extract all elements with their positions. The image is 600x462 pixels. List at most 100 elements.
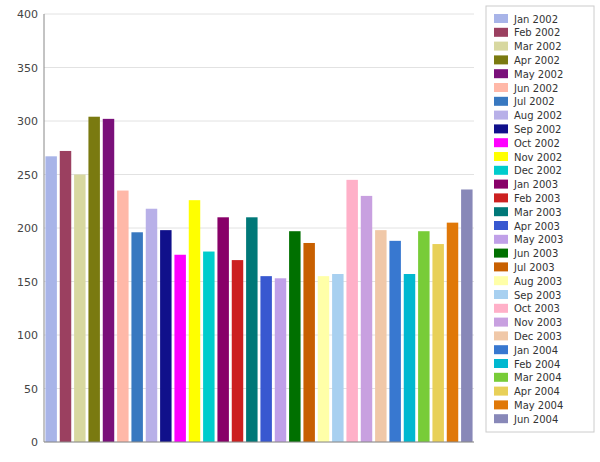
legend-swatch — [494, 180, 508, 189]
bar — [88, 117, 99, 442]
legend-label: May 2003 — [514, 234, 563, 245]
legend-swatch — [494, 304, 508, 313]
legend-swatch — [494, 166, 508, 175]
legend-swatch — [494, 387, 508, 396]
bar — [447, 223, 458, 442]
legend-label: Nov 2003 — [514, 317, 562, 328]
bar — [361, 196, 372, 442]
chart: 0 50 100 150 200 250 300 350 400 Jan 2002 Feb 2002… — [0, 0, 600, 462]
bar — [74, 175, 85, 443]
legend-label: Feb 2004 — [514, 359, 560, 370]
bar — [375, 230, 386, 442]
legend-swatch — [494, 400, 508, 409]
legend-label: Mar 2003 — [514, 207, 562, 218]
legend-swatch — [494, 83, 508, 92]
legend-swatch — [494, 42, 508, 51]
legend-label: Dec 2003 — [514, 331, 562, 342]
legend-label: Jan 2003 — [513, 179, 558, 190]
bar — [103, 119, 114, 442]
legend-swatch — [494, 28, 508, 37]
legend-swatch — [494, 152, 508, 161]
legend-swatch — [494, 276, 508, 285]
legend-swatch — [494, 124, 508, 133]
bars — [45, 117, 472, 442]
legend-swatch — [494, 345, 508, 354]
bar — [232, 260, 243, 442]
legend-label: Mar 2004 — [514, 372, 562, 383]
legend-label: May 2004 — [514, 400, 563, 411]
bar — [461, 189, 472, 442]
bar — [389, 241, 400, 442]
bar — [346, 180, 357, 442]
bar — [117, 191, 128, 442]
y-tick-label: 50 — [24, 383, 38, 396]
legend-label: Aug 2002 — [514, 110, 562, 121]
legend-label: Oct 2002 — [514, 138, 560, 149]
y-tick-label: 200 — [17, 222, 38, 235]
grid-line — [44, 67, 474, 68]
bar — [217, 217, 228, 442]
legend-swatch — [494, 138, 508, 147]
legend-swatch — [494, 249, 508, 258]
y-tick-label: 150 — [17, 276, 38, 289]
bar — [174, 255, 185, 442]
grid-line — [44, 14, 474, 15]
x-axis — [44, 442, 474, 443]
legend-swatch — [494, 69, 508, 78]
legend-label: Feb 2002 — [514, 27, 560, 38]
y-tick-label: 400 — [17, 8, 38, 21]
legend-label: Jun 2004 — [513, 414, 558, 425]
legend-label: Apr 2004 — [514, 386, 560, 397]
legend-label: Sep 2002 — [514, 124, 561, 135]
legend-swatch — [494, 221, 508, 230]
y-tick-label: 250 — [17, 169, 38, 182]
legend-swatch — [494, 414, 508, 423]
legend-label: Jan 2004 — [513, 345, 558, 356]
bar — [332, 274, 343, 442]
bar — [45, 156, 56, 442]
bar — [146, 209, 157, 442]
y-tick-label: 300 — [17, 115, 38, 128]
legend-label: May 2002 — [514, 69, 563, 80]
legend-swatch — [494, 193, 508, 202]
legend-label: Aug 2003 — [514, 276, 562, 287]
bar — [60, 151, 71, 442]
legend-label: Apr 2003 — [514, 221, 560, 232]
legend-label: Jul 2002 — [513, 96, 555, 107]
legend-label: Jun 2003 — [513, 248, 558, 259]
bar — [432, 244, 443, 442]
legend-label: Jan 2002 — [513, 14, 558, 25]
bar — [160, 230, 171, 442]
y-tick-label: 0 — [31, 436, 38, 449]
legend-label: Apr 2002 — [514, 55, 560, 66]
legend-swatch — [494, 262, 508, 271]
legend: Jan 2002 Feb 2002 Mar 2002 Apr 2002 May 2002… — [486, 6, 594, 432]
bar — [275, 278, 286, 442]
bar — [318, 276, 329, 442]
bar — [418, 231, 429, 442]
bar — [189, 200, 200, 442]
legend-swatch — [494, 373, 508, 382]
legend-label: Sep 2003 — [514, 290, 561, 301]
bar — [260, 276, 271, 442]
legend-label: Mar 2002 — [514, 41, 562, 52]
bar — [289, 231, 300, 442]
legend-label: Nov 2002 — [514, 152, 562, 163]
bar — [303, 243, 314, 442]
legend-swatch — [494, 207, 508, 216]
legend-label: Jul 2003 — [513, 262, 555, 273]
legend-swatch — [494, 318, 508, 327]
legend-swatch — [494, 290, 508, 299]
legend-swatch — [494, 111, 508, 120]
y-axis — [44, 14, 45, 442]
y-tick-label: 100 — [17, 329, 38, 342]
bar — [203, 252, 214, 442]
legend-swatch — [494, 331, 508, 340]
legend-swatch — [494, 235, 508, 244]
legend-swatch — [494, 359, 508, 368]
legend-box — [486, 6, 594, 432]
legend-label: Oct 2003 — [514, 303, 560, 314]
y-tick-label: 350 — [17, 62, 38, 75]
legend-swatch — [494, 97, 508, 106]
grid — [44, 14, 474, 442]
